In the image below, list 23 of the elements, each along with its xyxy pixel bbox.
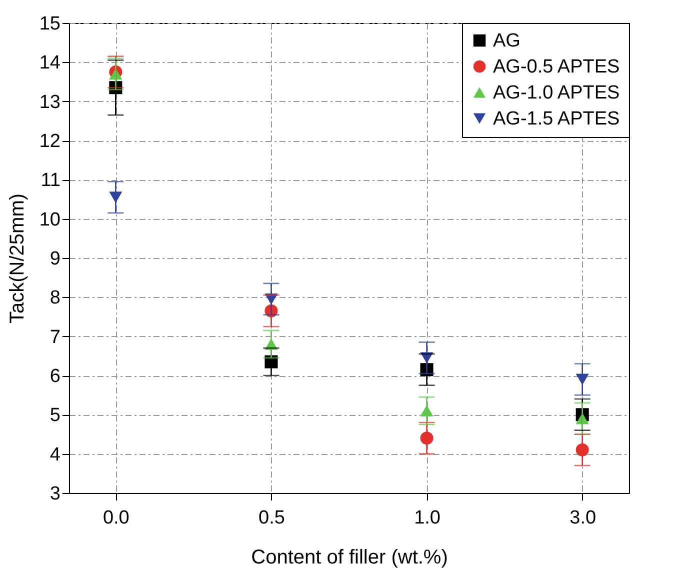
y-tick-label: 11 [40, 170, 60, 192]
legend-label: AG-0.5 APTES [493, 56, 620, 78]
legend-label: AG-1.0 APTES [493, 82, 620, 104]
y-tick-label: 4 [50, 444, 61, 466]
legend-label: AG-1.5 APTES [493, 108, 620, 130]
y-tick-label: 9 [50, 248, 60, 270]
y-tick-label: 15 [39, 14, 60, 34]
x-tick-label: 0.0 [102, 508, 130, 528]
y-tick-label: 7 [50, 326, 60, 348]
y-tick-label: 8 [50, 288, 60, 309]
y-axis-title: Tack(N/25mm) [6, 193, 28, 324]
y-tick-label: 13 [39, 92, 60, 113]
y-tick-label: 12 [39, 131, 60, 152]
x-tick-label: 1.0 [414, 508, 440, 528]
x-axis-title: Content of filler (wt.%) [251, 546, 448, 568]
y-tick-label: 3 [50, 484, 60, 504]
y-tick-label: 6 [50, 366, 60, 387]
x-tick-label: 3.0 [570, 508, 596, 528]
x-tick-label: 0.5 [258, 508, 285, 528]
legend-label: AG [493, 30, 520, 52]
y-tick-label: 14 [39, 52, 61, 74]
y-tick-label: 5 [50, 405, 60, 426]
y-tick-label: 10 [39, 209, 60, 230]
